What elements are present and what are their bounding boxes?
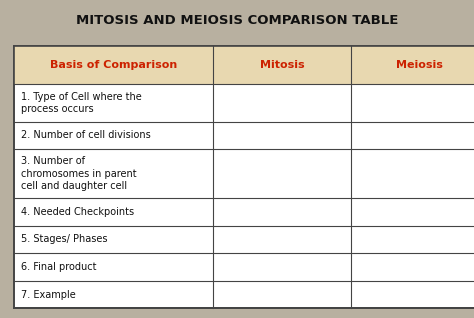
Text: Mitosis: Mitosis [260, 60, 304, 70]
Text: Basis of Comparison: Basis of Comparison [50, 60, 177, 70]
Text: MITOSIS AND MEIOSIS COMPARISON TABLE: MITOSIS AND MEIOSIS COMPARISON TABLE [76, 14, 398, 27]
Bar [14, 46, 474, 308]
Text: 6. Final product: 6. Final product [21, 262, 97, 272]
Text: 1. Type of Cell where the
process occurs: 1. Type of Cell where the process occurs [21, 92, 142, 114]
Text: Meiosis: Meiosis [396, 60, 443, 70]
Text: 5. Stages/ Phases: 5. Stages/ Phases [21, 234, 108, 245]
Text: 4. Needed Checkpoints: 4. Needed Checkpoints [21, 207, 135, 217]
Bar [14, 46, 474, 84]
Text: 7. Example: 7. Example [21, 290, 76, 300]
Text: 2. Number of cell divisions: 2. Number of cell divisions [21, 130, 151, 141]
Text: 3. Number of
chromosomes in parent
cell and daughter cell: 3. Number of chromosomes in parent cell … [21, 156, 137, 191]
